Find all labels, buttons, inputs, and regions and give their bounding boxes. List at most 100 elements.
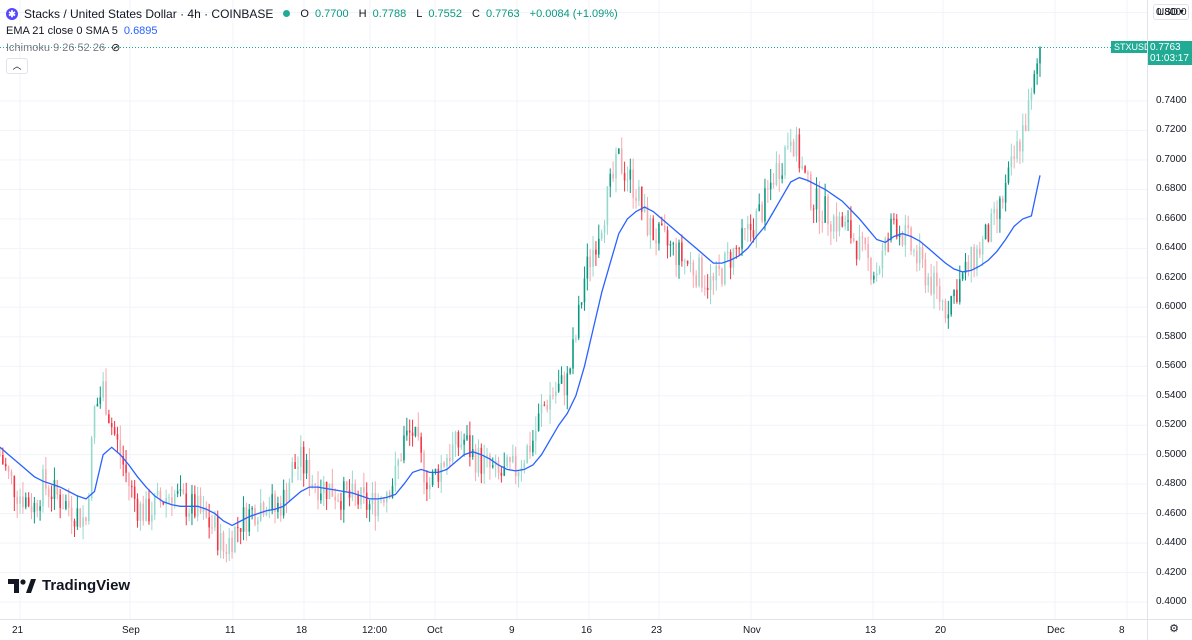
candle-body bbox=[867, 244, 869, 259]
candle-body bbox=[191, 494, 193, 514]
settings-gear-icon[interactable]: ⚙ bbox=[1169, 623, 1179, 635]
candle-body bbox=[566, 373, 569, 396]
candle-body bbox=[884, 238, 887, 251]
candle-body bbox=[1039, 47, 1041, 64]
time-tick-label: 9 bbox=[509, 625, 515, 636]
ohlc-high-label: H bbox=[358, 7, 367, 20]
candle-body bbox=[116, 434, 119, 440]
time-tick-label: 21 bbox=[12, 625, 24, 636]
price-scale[interactable]: USD ▼ 0.8000 0.7400 0.7200 0.7000 0.6800 0.66… bbox=[1147, 0, 1192, 619]
candle-body bbox=[159, 491, 162, 502]
price-tick-label: 0.6400 bbox=[1156, 242, 1187, 254]
candle-body bbox=[552, 395, 554, 397]
candle-body bbox=[646, 205, 649, 235]
candle-body bbox=[480, 447, 483, 474]
candle-body bbox=[16, 497, 18, 504]
candle-body bbox=[27, 497, 30, 507]
candle-body bbox=[956, 289, 958, 302]
candle-body bbox=[214, 515, 216, 528]
candle-body bbox=[291, 462, 294, 483]
candle-body bbox=[643, 205, 646, 212]
candle-body bbox=[944, 300, 947, 319]
symbol-title[interactable]: Stacks / United States Dollar · 4h · COI… bbox=[24, 6, 274, 21]
ichimoku-indicator-row[interactable]: Ichimoku 9 26 52 26 ⊘ bbox=[6, 39, 622, 56]
time-tick-label: 12:00 bbox=[362, 625, 388, 636]
tradingview-brand[interactable]: TradingView bbox=[8, 577, 130, 594]
candle-body bbox=[976, 248, 978, 270]
candle-body bbox=[59, 494, 61, 509]
candle-body bbox=[835, 216, 838, 232]
candle-body bbox=[661, 223, 663, 226]
price-change: +0.0084 (+1.09%) bbox=[529, 7, 618, 20]
candle-body bbox=[715, 265, 718, 281]
candle-body bbox=[709, 276, 712, 290]
candle-body bbox=[1024, 125, 1027, 131]
candle-body bbox=[523, 463, 526, 468]
candle-body bbox=[904, 225, 907, 246]
price-tick-label: 0.6000 bbox=[1156, 301, 1187, 313]
chart-pane[interactable]: ✱ Stacks / United States Dollar · 4h · C… bbox=[0, 0, 1154, 619]
candle-body bbox=[411, 432, 414, 436]
candle-body bbox=[202, 506, 205, 513]
candle-body bbox=[669, 244, 672, 246]
candle-body bbox=[769, 182, 772, 190]
candle-body bbox=[749, 223, 752, 231]
candle-body bbox=[88, 498, 90, 522]
ema-indicator-row[interactable]: EMA 21 close 0 SMA 5 0.6895 bbox=[6, 22, 622, 39]
candle-body bbox=[113, 427, 116, 435]
candle-body bbox=[744, 228, 746, 230]
candle-body bbox=[497, 460, 500, 473]
candle-body bbox=[139, 503, 142, 521]
candle-body bbox=[930, 276, 932, 295]
candle-body bbox=[368, 504, 371, 510]
candle-body bbox=[354, 483, 357, 495]
candle-body bbox=[39, 506, 41, 511]
candle-body bbox=[208, 517, 210, 528]
candle-body bbox=[858, 236, 861, 260]
candle-body bbox=[635, 197, 637, 201]
candle-body bbox=[658, 223, 660, 244]
candle-body bbox=[938, 286, 941, 302]
candle-body bbox=[623, 173, 626, 181]
candle-body bbox=[265, 511, 268, 515]
candle-body bbox=[589, 256, 591, 267]
candle-body bbox=[638, 186, 640, 201]
candle-body bbox=[572, 339, 574, 369]
candle-body bbox=[563, 375, 566, 396]
candle-body bbox=[245, 507, 248, 532]
candle-body bbox=[586, 256, 589, 279]
candle-body bbox=[105, 381, 107, 415]
candle-body bbox=[792, 141, 795, 157]
candle-body bbox=[42, 469, 44, 507]
candle-body bbox=[683, 260, 686, 262]
candle-body bbox=[895, 219, 898, 238]
candle-body bbox=[414, 426, 417, 436]
candle-body bbox=[153, 495, 156, 516]
candle-body bbox=[832, 216, 835, 232]
candle-body bbox=[873, 275, 875, 280]
candle-body bbox=[993, 208, 995, 214]
candle-body bbox=[973, 247, 975, 270]
candle-body bbox=[403, 435, 405, 461]
price-chart[interactable] bbox=[0, 0, 1147, 619]
time-scale[interactable]: 21 Sep 11 18 12:00 Oct 9 16 23 Nov 13 20 Dec 8 bbox=[0, 619, 1147, 640]
candle-body bbox=[824, 196, 826, 223]
candle-body bbox=[689, 262, 692, 264]
currency-select[interactable]: USD ▼ bbox=[1153, 4, 1189, 20]
price-tick-label: 0.4800 bbox=[1156, 478, 1187, 490]
candle-body bbox=[205, 506, 208, 518]
candle-body bbox=[890, 218, 892, 241]
candle-body bbox=[575, 338, 577, 340]
chart-legend: ✱ Stacks / United States Dollar · 4h · C… bbox=[6, 5, 622, 74]
candle-body bbox=[82, 517, 84, 527]
price-tick-label: 0.4000 bbox=[1156, 596, 1187, 608]
collapse-legend-button[interactable]: ︿ bbox=[6, 58, 28, 74]
hidden-eye-icon[interactable]: ⊘ bbox=[111, 41, 121, 54]
candle-body bbox=[534, 430, 537, 441]
candle-body bbox=[231, 537, 233, 552]
last-price-value: 0.7763 bbox=[1150, 42, 1181, 54]
candle-body bbox=[282, 489, 285, 516]
candle-body bbox=[434, 468, 437, 472]
candle-body bbox=[746, 223, 749, 230]
candle-body bbox=[615, 153, 617, 179]
